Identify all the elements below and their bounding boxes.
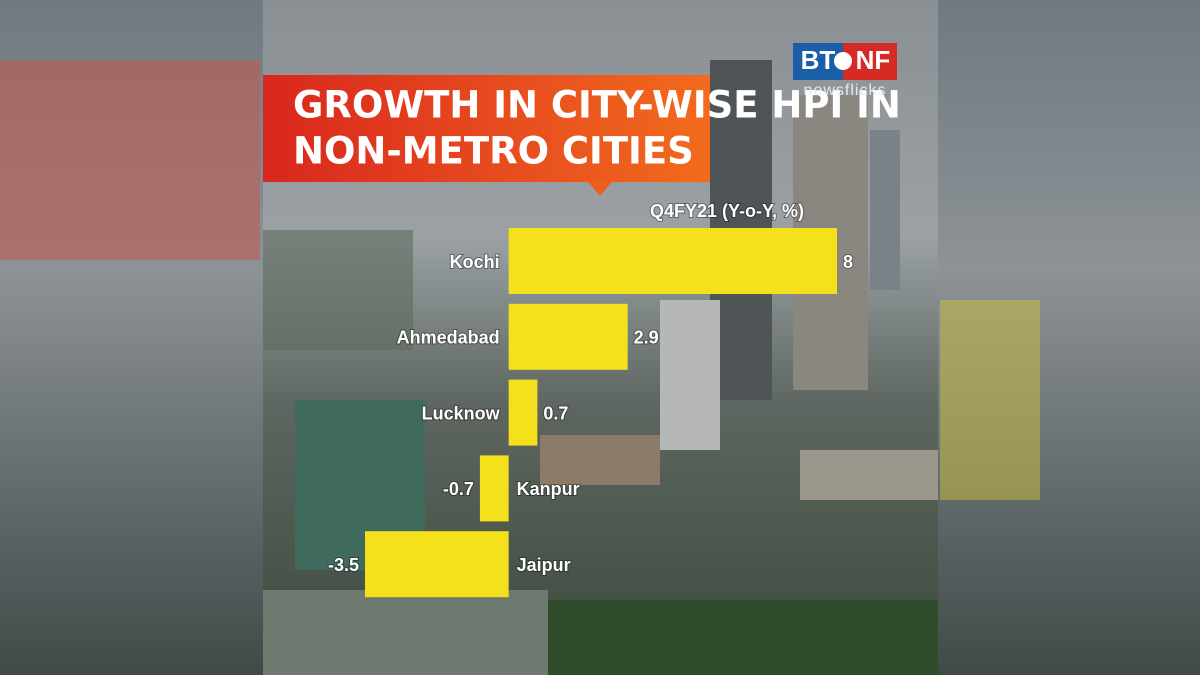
chart-subtitle: Q4FY21 (Y-o-Y, %) (650, 201, 804, 221)
category-label: Jaipur (517, 555, 571, 575)
data-label: 2.9 (634, 328, 659, 348)
chart-title: GROWTH IN CITY-WISE HPI IN (293, 84, 901, 127)
chart-title: NON-METRO CITIES (293, 130, 694, 173)
data-label: 8 (843, 252, 853, 272)
logo-tagline: newsflicks (804, 82, 887, 99)
logo-text: BT (801, 45, 836, 75)
bar (479, 455, 509, 522)
bar (365, 531, 509, 598)
data-label: -0.7 (443, 479, 474, 499)
data-label: -3.5 (328, 555, 359, 575)
category-label: Lucknow (422, 403, 501, 423)
bar (508, 303, 628, 370)
logo-text: NF (856, 45, 891, 75)
logo: BT NF newsflicks (793, 43, 897, 99)
category-label: Ahmedabad (397, 328, 500, 348)
title-box (263, 75, 710, 196)
category-label: Kanpur (517, 479, 580, 499)
bar (508, 228, 837, 294)
bar (508, 379, 538, 446)
data-label: 0.7 (543, 403, 568, 423)
category-label: Kochi (450, 252, 500, 272)
